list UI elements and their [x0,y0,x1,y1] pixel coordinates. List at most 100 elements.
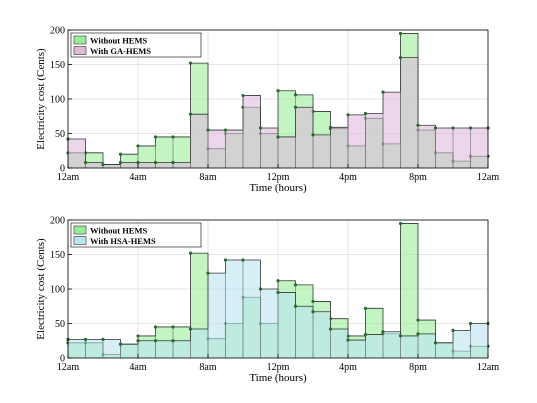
data-point [398,31,403,36]
data-point [136,160,140,165]
x-tick-label: 4pm [339,362,357,373]
data-point [398,334,403,338]
chart-panel-2: 0 50 100 150 200 12am 4am 8am 12pm 4pm 8pm 12am Time… [35,216,499,385]
data-point [153,339,158,343]
x-tick-label: 12pm [267,172,290,183]
data-point [206,128,210,132]
data-point [363,111,368,116]
data-point [381,90,385,94]
data-point [451,328,455,332]
data-point [416,332,420,336]
data-point [153,160,158,165]
series-step-line [68,223,488,355]
data-point [468,321,473,326]
data-point [83,337,88,341]
data-point [118,152,123,156]
series-2 [66,56,490,168]
data-point [276,135,280,139]
y-tick-label: 200 [50,216,65,227]
data-point [276,89,280,93]
data-point [136,339,140,343]
data-point [398,56,403,60]
x-tick-label: 8pm [409,172,427,183]
data-point [293,283,298,287]
x-tick-label: 4am [129,172,146,183]
x-tick-label: 8pm [409,362,427,373]
data-point [188,251,193,255]
y-tick-label: 200 [50,26,65,37]
data-point [293,105,298,109]
legend-label: Without HEMS [90,226,148,236]
data-point [293,93,298,97]
series-step-line [68,57,488,165]
legend-label: With GA-HEMS [90,46,151,56]
data-point [171,135,175,139]
data-point [188,61,193,65]
series-2 [66,258,490,358]
data-point [118,160,123,165]
x-tick-label: 12am [477,362,499,373]
legend-box [70,32,202,58]
legend-swatch [73,46,87,55]
y-tick-label: 100 [50,95,65,106]
data-point [188,327,193,331]
legend-label: With HSA-HEMS [90,236,156,246]
data-point [276,279,280,283]
y-tick-label: 0 [60,164,65,175]
chart-panel-1: 0 50 100 150 200 12am 4am 8am 12pm 4pm 8pm 12am Time… [35,26,499,195]
data-point [311,299,315,304]
data-point [136,334,140,338]
data-point [101,337,105,341]
legend-swatch [73,35,87,45]
data-point [171,325,175,329]
data-point [433,341,438,345]
data-point [188,112,193,116]
data-point [328,327,333,331]
data-point [346,338,350,342]
x-axis-label: Time (hours) [249,182,307,194]
data-point [363,332,368,337]
y-tick-label: 50 [55,319,65,330]
data-point [241,93,245,98]
data-point [153,325,158,329]
data-point [241,258,245,262]
x-axis-label: Time (hours) [249,372,307,384]
x-tick-label: 4am [129,362,146,373]
y-tick-label: 100 [50,285,65,296]
data-point [363,306,368,310]
y-tick-label: 150 [50,250,65,261]
legend-box [70,222,202,248]
y-axis-label: Electricity cost (Cents) [35,238,47,340]
data-point [433,126,438,130]
data-point [101,162,105,167]
y-tick-label: 150 [50,60,65,71]
data-point [381,330,385,334]
y-axis-label: Electricity cost (Cents) [35,48,47,150]
legend-label: Without HEMS [90,36,148,46]
data-point [153,135,158,139]
data-point [416,123,420,127]
legend-swatch [73,236,87,245]
data-point [328,125,333,129]
data-point [276,290,280,295]
x-tick-label: 12pm [267,362,290,373]
data-point [118,342,123,346]
data-point [136,144,140,148]
x-tick-label: 12am [57,172,79,183]
data-point [293,304,298,308]
data-point [311,133,315,137]
data-point [258,287,263,291]
x-tick-label: 12am [57,362,79,373]
x-tick-label: 8am [199,172,216,183]
x-tick-label: 12am [477,172,499,183]
data-point [223,128,228,132]
data-point [171,339,175,343]
data-point [468,126,473,130]
data-point [416,318,420,322]
legend-swatch [73,225,87,235]
data-point [346,113,350,117]
x-tick-label: 8am [199,362,216,373]
